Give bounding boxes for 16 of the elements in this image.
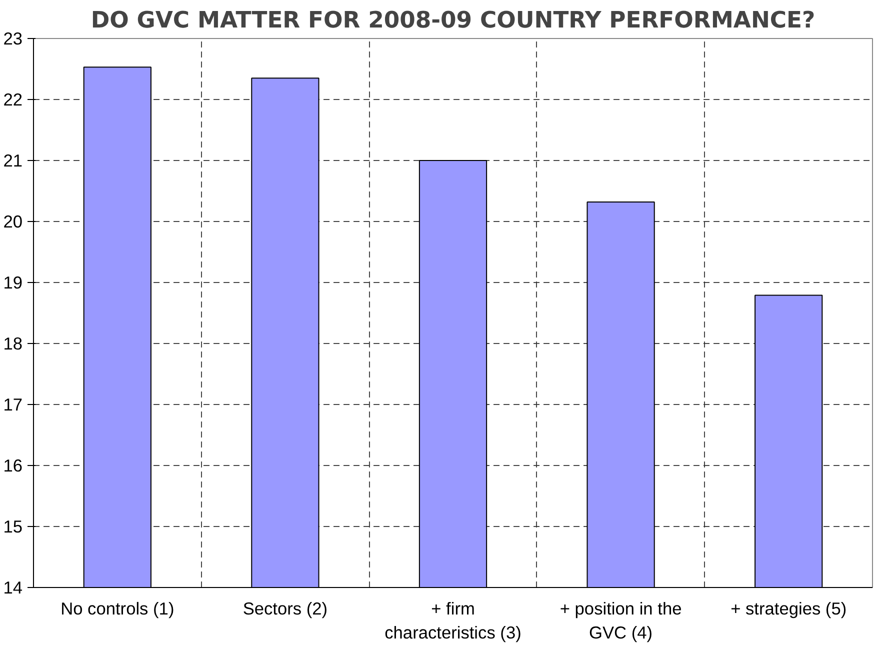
x-tick-label: + position in the GVC (4): [560, 598, 682, 642]
x-tick-label: + strategies (5): [730, 598, 847, 618]
y-tick-label: 20: [3, 212, 23, 232]
x-tick-label: Sectors (2): [242, 598, 328, 618]
y-tick-label: 23: [3, 28, 23, 48]
y-tick-label: 16: [3, 456, 23, 476]
y-tick-label: 14: [3, 578, 23, 598]
y-tick-label: 17: [3, 394, 23, 414]
y-tick-label: 22: [3, 90, 23, 110]
x-tick-label: No controls (1): [60, 598, 174, 618]
chart-title: DO GVC MATTER FOR 2008-09 COUNTRY PERFORMANCE?: [90, 8, 816, 34]
x-tick-label: + firm characteristics (3): [384, 598, 522, 642]
y-tick-label: 15: [3, 516, 23, 536]
y-tick-label: 18: [3, 334, 23, 354]
y-tick-label: 19: [3, 272, 23, 292]
y-tick-label: 21: [3, 150, 23, 170]
